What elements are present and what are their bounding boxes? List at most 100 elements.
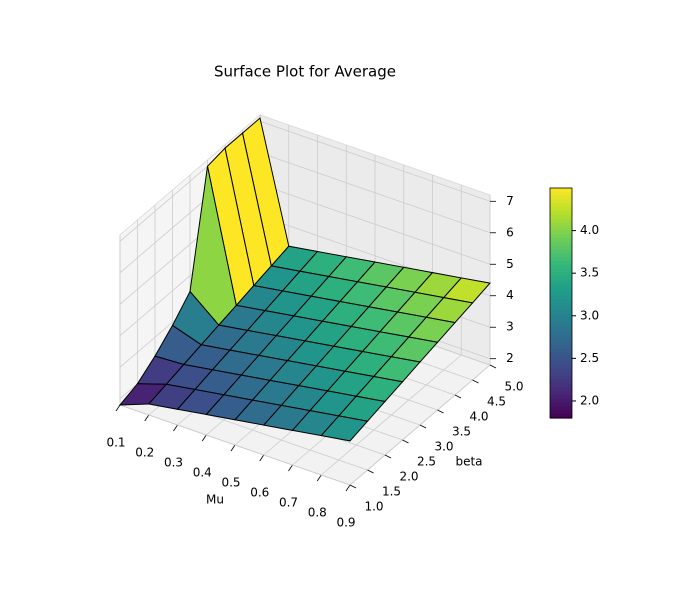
colorbar-segment [550,406,572,411]
surface-face [320,415,369,442]
colorbar-segment [550,276,572,281]
colorbar-segment [550,222,572,227]
colorbar-segment [550,299,572,304]
tick-mark [402,439,409,444]
z-tick-label: 6 [506,225,514,239]
colorbar-segment [550,260,572,266]
y-tick-label: 3.5 [452,425,471,439]
colorbar-segment [550,195,572,201]
colorbar-segment [550,314,572,319]
tick-mark [454,394,462,399]
tick-mark [489,364,497,369]
x-axis-label: Mu [206,493,224,507]
tick-mark [201,434,207,442]
colorbar-segment [550,391,572,396]
colorbar-segment [550,402,572,408]
z-tick-label: 4 [506,288,514,302]
colorbar-segment [550,207,572,212]
tick-mark [115,404,121,412]
colorbar-segment [550,387,572,392]
colorbar-segment [550,364,572,369]
x-tick-label: 0.3 [164,456,183,470]
colorbar-segment [550,295,572,300]
z-tick-label: 7 [506,194,514,208]
x-tick-label: 0.7 [279,496,298,510]
tick-mark [384,454,392,459]
tick-mark [288,464,293,472]
y-axis-label: beta [455,455,482,469]
colorbar-segment [550,383,572,388]
colorbar-segment [550,268,572,273]
grid-line [259,152,491,234]
colorbar-segment [550,345,572,350]
tick-mark [230,444,236,452]
grid-line [259,183,491,265]
colorbar-segment [550,326,572,331]
z-tick-label: 3 [506,320,514,334]
colorbar-segment [550,272,572,277]
colorbar-tick-label: 2.0 [580,393,599,407]
x-tick-label: 0.6 [250,486,269,500]
colorbar-segment [550,414,572,419]
colorbar-segment [550,398,572,404]
grid-line [119,404,351,486]
colorbar-segment [550,234,572,239]
tick-mark [367,469,374,474]
x-tick-label: 0.1 [106,436,125,450]
colorbar-segment [550,368,572,373]
colorbar-segment [550,337,572,342]
colorbar-segment [550,188,572,193]
x-tick-label: 0.5 [221,476,240,490]
y-tick-label: 1.0 [364,500,383,514]
colorbar-segment [550,375,572,381]
colorbar-segment [550,372,572,377]
colorbar-segment [550,241,572,247]
colorbar-segment [550,287,572,293]
colorbar-segment [550,395,572,400]
x-tick-label: 0.8 [308,506,327,520]
tick-mark [472,379,479,384]
colorbar-tick-label: 3.5 [580,266,599,280]
tick-mark [419,424,427,429]
tick-mark [144,414,150,422]
colorbar-segment [550,322,572,327]
colorbar-segment [550,214,572,220]
colorbar-segment [550,264,572,270]
y-tick-label: 2.0 [399,470,418,484]
tick-mark [259,454,265,462]
colorbar-segment [550,291,572,296]
colorbar-segment [550,230,572,235]
colorbar-segment [550,280,572,285]
chart-title: Surface Plot for Average [214,63,396,81]
colorbar-segment [550,306,572,312]
tick-mark [173,424,178,432]
x-tick-label: 0.4 [193,466,212,480]
y-tick-label: 4.0 [469,410,488,424]
tick-mark [345,484,351,492]
colorbar-segment [550,226,572,231]
colorbar-segment [550,360,572,365]
y-tick-label: 3.0 [434,440,453,454]
tick-mark [437,409,444,414]
colorbar-tick-label: 2.5 [580,351,599,365]
colorbar-segment [550,341,572,346]
colorbar-segment [550,329,572,335]
colorbar-segment [550,199,572,204]
colorbar-segment [550,249,572,254]
colorbar-tick-label: 4.0 [580,223,599,237]
colorbar-tick-label: 3.0 [580,308,599,322]
colorbar-frame [549,187,573,419]
colorbar-segment [550,283,572,289]
y-tick-label: 5.0 [504,380,523,394]
colorbar-segment [550,356,572,362]
x-tick-label: 0.9 [336,516,355,530]
colorbar-segment [550,257,572,262]
colorbar-segment [550,310,572,316]
colorbar-segment [550,318,572,323]
colorbar-segment [550,410,572,415]
colorbar-segment [550,253,572,258]
z-tick-label: 2 [506,351,514,365]
colorbar-segment [550,191,572,197]
colorbar-segment [550,303,572,308]
